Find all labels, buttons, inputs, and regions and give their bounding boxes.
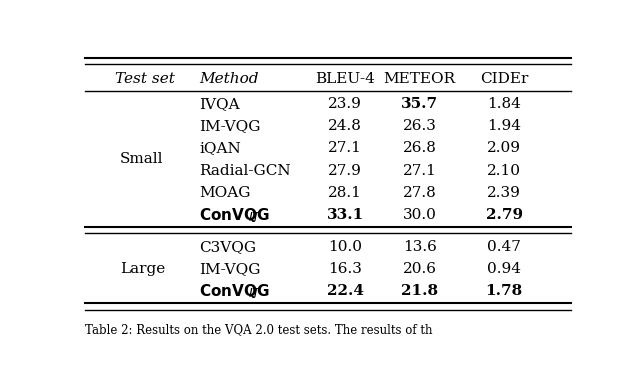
Text: 2.79: 2.79 (486, 208, 523, 222)
Text: iQAN: iQAN (199, 141, 241, 156)
Text: 26.8: 26.8 (403, 141, 436, 156)
Text: 22.4: 22.4 (327, 284, 364, 298)
Text: 1.94: 1.94 (487, 119, 521, 133)
Text: $\mathit{IT}$: $\mathit{IT}$ (248, 211, 262, 224)
Text: 13.6: 13.6 (403, 240, 436, 254)
Text: IM-VQG: IM-VQG (199, 119, 260, 133)
Text: $\mathbf{ConVQG}$: $\mathbf{ConVQG}$ (199, 282, 269, 300)
Text: 28.1: 28.1 (328, 185, 362, 200)
Text: MOAG: MOAG (199, 185, 250, 200)
Text: 20.6: 20.6 (403, 262, 436, 276)
Text: Radial-GCN: Radial-GCN (199, 164, 291, 177)
Text: 16.3: 16.3 (328, 262, 362, 276)
Text: IVQA: IVQA (199, 97, 239, 111)
Text: 26.3: 26.3 (403, 119, 436, 133)
Text: 10.0: 10.0 (328, 240, 362, 254)
Text: IM-VQG: IM-VQG (199, 262, 260, 276)
Text: Small: Small (120, 152, 163, 167)
Text: 23.9: 23.9 (328, 97, 362, 111)
Text: 0.47: 0.47 (487, 240, 521, 254)
Text: 1.84: 1.84 (487, 97, 521, 111)
Text: 27.9: 27.9 (328, 164, 362, 177)
Text: 0.94: 0.94 (487, 262, 521, 276)
Text: Method: Method (199, 72, 259, 86)
Text: $\mathit{IT}$: $\mathit{IT}$ (248, 287, 262, 300)
Text: 27.1: 27.1 (403, 164, 436, 177)
Text: METEOR: METEOR (384, 72, 456, 86)
Text: CIDEr: CIDEr (480, 72, 528, 86)
Text: 27.8: 27.8 (403, 185, 436, 200)
Text: 21.8: 21.8 (401, 284, 438, 298)
Text: $\mathbf{ConVQG}$: $\mathbf{ConVQG}$ (199, 206, 269, 224)
Text: 33.1: 33.1 (327, 208, 364, 222)
Text: 30.0: 30.0 (403, 208, 436, 222)
Text: 27.1: 27.1 (328, 141, 362, 156)
Text: 1.78: 1.78 (486, 284, 523, 298)
Text: BLEU-4: BLEU-4 (316, 72, 375, 86)
Text: C3VQG: C3VQG (199, 240, 256, 254)
Text: Table 2: Results on the VQA 2.0 test sets. The results of th: Table 2: Results on the VQA 2.0 test set… (85, 323, 433, 336)
Text: Large: Large (120, 262, 165, 276)
Text: 2.39: 2.39 (487, 185, 521, 200)
Text: 2.10: 2.10 (487, 164, 521, 177)
Text: 35.7: 35.7 (401, 97, 438, 111)
Text: 24.8: 24.8 (328, 119, 362, 133)
Text: 2.09: 2.09 (487, 141, 521, 156)
Text: Test set: Test set (115, 72, 175, 86)
